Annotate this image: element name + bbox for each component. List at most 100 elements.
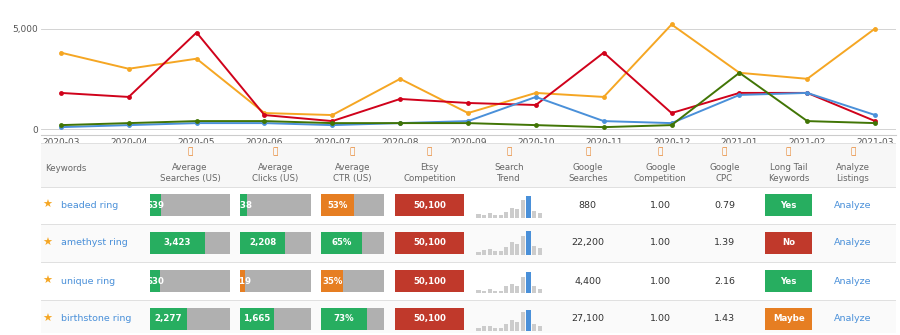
Text: ⓘ: ⓘ [850,147,855,156]
Bar [521,236,525,255]
Bar [321,270,343,292]
Text: ⓘ: ⓘ [187,147,193,156]
Bar [321,270,383,292]
Bar [765,195,812,216]
Text: Yes: Yes [780,201,796,210]
Text: Long Tail
Keywords: Long Tail Keywords [768,162,809,183]
Bar [150,270,160,292]
Text: 1.00: 1.00 [650,239,670,248]
Text: Analyze: Analyze [834,276,871,285]
Text: beaded ring: beaded ring [61,201,118,210]
Text: 639: 639 [147,201,165,210]
Bar [488,289,491,293]
Bar [321,232,383,254]
Text: ★: ★ [42,238,52,248]
Text: 1.00: 1.00 [650,276,670,285]
Bar [395,270,464,292]
Bar [526,310,531,331]
Text: 880: 880 [579,201,597,210]
Text: Analyze: Analyze [834,201,871,210]
Bar [150,195,230,216]
Text: 4,400: 4,400 [574,276,601,285]
Bar [321,195,355,216]
Text: ★: ★ [42,276,52,286]
Text: 50,100: 50,100 [413,276,446,285]
Bar [537,327,542,331]
Bar [765,308,812,330]
Text: ⓘ: ⓘ [350,147,356,156]
Bar [240,232,311,254]
Text: unique ring: unique ring [61,276,115,285]
Text: ⓘ: ⓘ [427,147,432,156]
Text: ⓘ: ⓘ [585,147,590,156]
Bar [488,249,491,255]
Text: 50,100: 50,100 [413,314,446,323]
Text: 1,665: 1,665 [243,314,271,323]
Bar [499,251,503,255]
Text: ⓘ: ⓘ [786,147,791,156]
Text: 50,100: 50,100 [413,201,446,210]
Text: ⓘ: ⓘ [507,147,512,156]
Bar [240,270,311,292]
Text: No: No [782,239,796,248]
Bar [488,327,491,331]
Bar [526,230,531,255]
Bar [240,308,274,330]
Text: 2,208: 2,208 [249,239,276,248]
Bar [521,277,525,293]
Bar [240,195,247,216]
Text: 27,100: 27,100 [572,314,604,323]
Text: 53%: 53% [328,201,348,210]
Bar [395,195,464,216]
Bar [509,320,514,331]
Bar [493,291,497,293]
Bar [40,300,896,335]
Bar [509,242,514,255]
Text: Google
Competition: Google Competition [634,162,687,183]
Text: 1.00: 1.00 [650,314,670,323]
Bar [526,196,531,218]
Bar [321,195,383,216]
Bar [516,244,519,255]
Text: Average
Clicks (US): Average Clicks (US) [253,162,299,183]
Text: ⓘ: ⓘ [722,147,727,156]
Bar [482,327,486,331]
Text: ★: ★ [42,200,52,210]
Bar [504,286,508,293]
Bar [537,249,542,255]
Bar [482,291,486,293]
Text: 2.16: 2.16 [714,276,735,285]
Text: Search
Trend: Search Trend [494,162,524,183]
Text: 1.43: 1.43 [714,314,735,323]
Bar [240,270,245,292]
Bar [509,208,514,218]
Text: 1.39: 1.39 [714,239,735,248]
Text: birthstone ring: birthstone ring [61,314,131,323]
Text: ⓘ: ⓘ [658,147,663,156]
Bar [150,195,160,216]
Bar [321,308,383,330]
Bar [532,246,536,255]
Bar [395,232,464,254]
Text: 50,100: 50,100 [413,239,446,248]
Bar [240,308,311,330]
Text: Average
CTR (US): Average CTR (US) [333,162,372,183]
Bar [532,324,536,331]
Bar [482,250,486,255]
Bar [509,284,514,293]
Bar [488,213,491,218]
Bar [240,195,311,216]
Bar [532,286,536,293]
Bar [516,322,519,331]
Text: amethyst ring: amethyst ring [61,239,128,248]
Text: 35%: 35% [322,276,343,285]
Bar [150,232,230,254]
Text: 65%: 65% [331,239,352,248]
Text: Etsy
Competition: Etsy Competition [403,162,456,183]
Bar [504,324,508,331]
Bar [532,211,536,218]
Bar [504,247,508,255]
Text: Google
CPC: Google CPC [709,162,740,183]
Text: Maybe: Maybe [773,314,805,323]
Text: 73%: 73% [334,314,355,323]
